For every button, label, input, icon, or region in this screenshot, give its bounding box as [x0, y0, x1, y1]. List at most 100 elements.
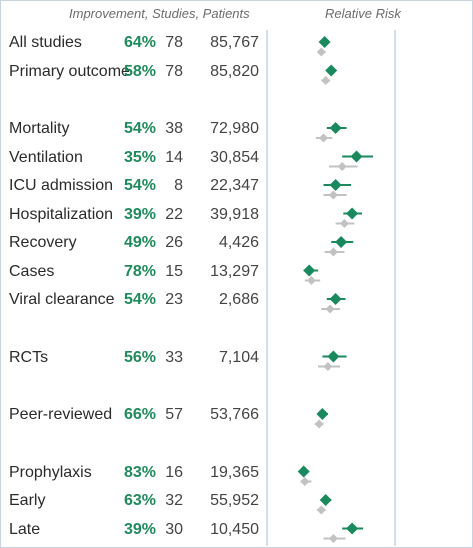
row-label: Late	[9, 520, 41, 538]
estimate-marker	[319, 494, 332, 506]
improvement-value: 39%	[123, 520, 156, 538]
table-row: Peer-reviewed 66% 57 53,766	[0, 402, 268, 428]
improvement-value: 35%	[123, 148, 156, 166]
row-label: RCTs	[9, 348, 49, 366]
patients-count: 39,918	[210, 205, 259, 223]
secondary-estimate-marker	[323, 362, 333, 371]
estimate-marker	[303, 264, 316, 277]
row-label: All studies	[9, 34, 82, 51]
row-label: Viral clearance	[9, 291, 115, 308]
patients-count: 85,820	[210, 62, 259, 80]
table-row: Viral clearance 54% 23 2,686	[0, 287, 268, 313]
estimate-marker	[346, 522, 359, 535]
patients-count: 10,450	[210, 520, 259, 538]
table-row: Cases 78% 15 13,297	[0, 259, 268, 285]
relative-risk-header: Relative Risk	[325, 6, 401, 21]
patients-count: 13,297	[210, 262, 259, 280]
estimate-marker	[316, 408, 329, 420]
table-row: All studies 64% 78 85,767	[0, 30, 268, 56]
improvement-value: 54%	[123, 177, 156, 194]
estimate-marker	[325, 64, 338, 77]
improvement-value: 63%	[123, 492, 156, 509]
secondary-estimate-marker	[328, 247, 338, 257]
patients-count: 19,365	[210, 463, 259, 481]
estimate-marker	[346, 207, 359, 220]
improvement-value: 66%	[123, 406, 156, 423]
studies-count: 15	[165, 262, 183, 280]
secondary-estimate-marker	[321, 76, 331, 85]
estimate-marker	[335, 236, 348, 248]
patients-count: 53,766	[210, 406, 259, 423]
improvement-value: 54%	[123, 120, 156, 137]
studies-count: 14	[165, 148, 183, 166]
estimate-marker	[329, 293, 342, 305]
patients-count: 85,767	[210, 34, 259, 51]
secondary-estimate-marker	[316, 505, 326, 515]
row-label: Mortality	[9, 120, 70, 137]
columns-header: Improvement, Studies, Patients	[69, 6, 250, 21]
improvement-value: 49%	[123, 234, 156, 251]
secondary-estimate-marker	[325, 304, 335, 314]
estimate-marker	[297, 465, 310, 478]
row-label: Ventilation	[9, 148, 83, 166]
improvement-value: 39%	[123, 205, 156, 223]
studies-count: 26	[165, 234, 183, 251]
studies-count: 23	[165, 291, 183, 308]
row-label: Peer-reviewed	[9, 406, 113, 423]
improvement-value: 54%	[123, 291, 156, 308]
patients-count: 4,426	[218, 234, 259, 251]
estimate-marker	[329, 122, 342, 134]
improvement-value: 58%	[123, 62, 156, 80]
table-row: Hospitalization 39% 22 39,918	[0, 202, 268, 228]
studies-count: 78	[165, 34, 183, 51]
improvement-value: 64%	[123, 34, 156, 51]
studies-count: 38	[165, 120, 183, 137]
studies-count: 22	[165, 205, 183, 223]
studies-count: 57	[165, 406, 183, 423]
row-label: ICU admission	[9, 177, 114, 194]
estimate-marker	[329, 179, 342, 191]
studies-count: 16	[165, 463, 183, 481]
row-label: Prophylaxis	[9, 463, 92, 481]
studies-count: 8	[174, 177, 183, 194]
studies-count: 33	[165, 348, 183, 366]
table-row: Primary outcome 58% 78 85,820	[0, 59, 268, 85]
patients-count: 30,854	[210, 148, 259, 166]
table-row: Prophylaxis 83% 16 19,365	[0, 460, 268, 486]
row-label: Early	[9, 492, 46, 509]
row-label: Cases	[9, 262, 55, 280]
secondary-estimate-marker	[328, 534, 338, 543]
patients-count: 2,686	[218, 291, 259, 308]
secondary-estimate-marker	[306, 276, 316, 285]
estimate-marker	[350, 150, 363, 163]
row-label: Hospitalization	[9, 205, 114, 223]
table-row: Early 63% 32 55,952	[0, 488, 268, 514]
table-row: Ventilation 35% 14 30,854	[0, 145, 268, 171]
improvement-value: 56%	[123, 348, 156, 366]
secondary-estimate-marker	[300, 477, 310, 486]
row-label: Recovery	[9, 234, 77, 251]
improvement-value: 83%	[123, 463, 156, 481]
patients-count: 7,104	[218, 348, 259, 366]
secondary-estimate-marker	[328, 190, 338, 200]
patients-count: 22,347	[210, 177, 259, 194]
estimate-marker	[327, 350, 340, 363]
table-row: Late 39% 30 10,450	[0, 517, 268, 543]
secondary-estimate-marker	[337, 162, 347, 171]
table-row: RCTs 56% 33 7,104	[0, 345, 268, 371]
secondary-estimate-marker	[339, 219, 349, 228]
studies-count: 30	[165, 520, 183, 538]
row-label: Primary outcome	[9, 62, 130, 80]
patients-count: 55,952	[210, 492, 259, 509]
estimate-marker	[318, 36, 331, 48]
improvement-value: 78%	[123, 262, 156, 280]
table-row: Recovery 49% 26 4,426	[0, 230, 268, 256]
secondary-estimate-marker	[319, 133, 328, 143]
secondary-estimate-marker	[314, 419, 324, 429]
secondary-estimate-marker	[316, 47, 326, 57]
table-row: ICU admission 54% 8 22,347	[0, 173, 268, 199]
studies-count: 78	[165, 62, 183, 80]
patients-count: 72,980	[210, 120, 259, 137]
